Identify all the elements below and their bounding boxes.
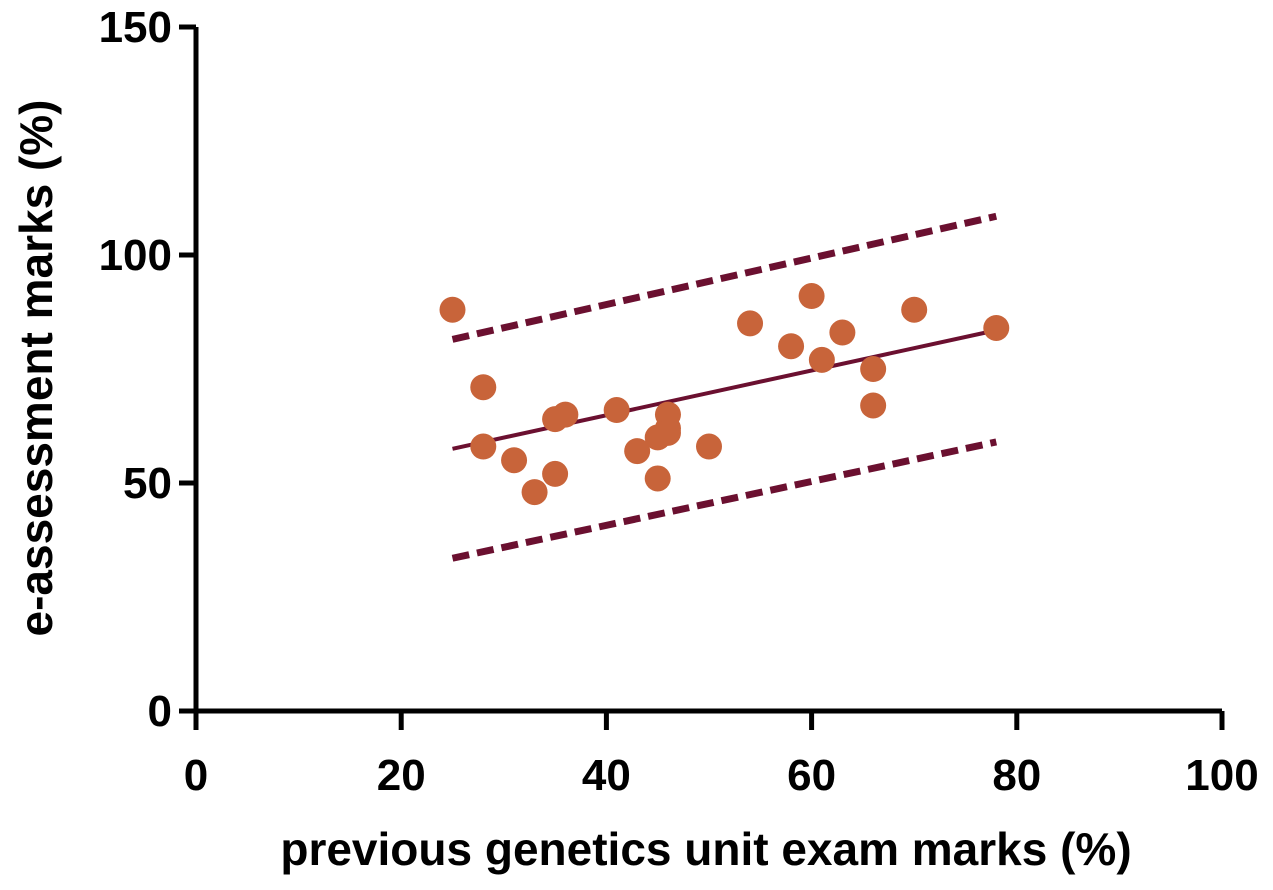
y-tick-label: 50 [123,459,172,508]
data-point [654,419,681,446]
data-point [654,401,681,428]
y-axis-title: e-assessment marks (%) [10,100,62,637]
data-point [860,356,887,382]
x-tick-label: 100 [1185,751,1258,800]
tick-labels: 0 50 100 150 0 20 40 60 80 100 [99,3,1259,800]
y-tick-label: 150 [99,3,172,52]
data-points [439,283,1010,506]
x-axis-title: previous genetics unit exam marks (%) [280,823,1131,875]
data-point [603,397,630,424]
upper-prediction-band [451,212,998,343]
x-tick-label: 40 [582,751,631,800]
data-point [808,346,835,373]
lower-prediction-band [451,438,998,562]
data-point [901,296,928,323]
data-point [696,433,722,460]
data-point [983,314,1010,341]
data-point [829,319,856,346]
prediction-bands [451,212,998,562]
data-point [624,438,651,465]
data-point [860,392,887,419]
data-point [644,465,671,492]
data-point [778,333,805,360]
x-tick-label: 60 [787,751,836,800]
axes [179,24,1225,730]
x-tick-label: 0 [184,751,208,800]
regression-line [452,328,997,451]
data-point [737,310,764,337]
data-point [798,283,825,310]
y-tick-label: 100 [99,231,172,280]
data-point [470,433,497,460]
x-tick-label: 20 [377,751,426,800]
data-point [470,374,497,401]
y-tick-label: 0 [148,687,172,736]
x-tick-label: 80 [992,751,1041,800]
data-point [521,479,548,506]
regression-line-group [452,328,997,451]
data-point [439,296,466,323]
data-point [552,401,579,428]
data-point [542,460,569,487]
data-point [501,447,528,474]
